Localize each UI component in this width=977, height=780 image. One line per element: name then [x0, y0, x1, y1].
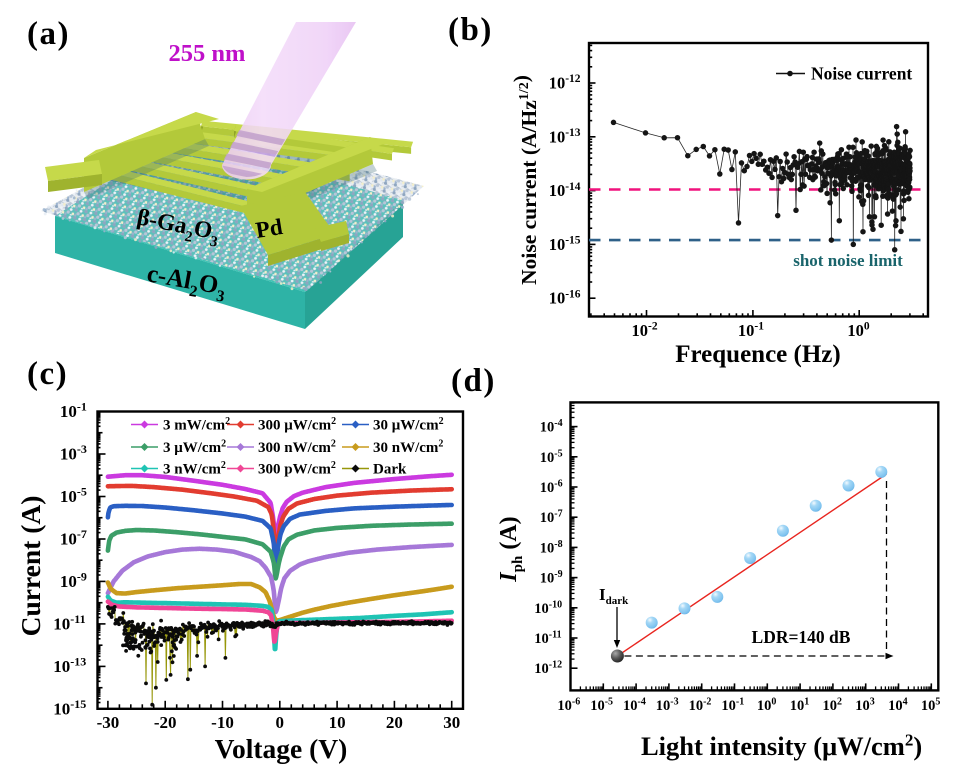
svg-text:(d): (d) — [451, 363, 496, 399]
svg-text:-20: -20 — [154, 713, 177, 732]
svg-text:30: 30 — [443, 713, 460, 732]
svg-text:300 pW/cm2: 300 pW/cm2 — [258, 460, 336, 478]
svg-text:(a): (a) — [27, 16, 70, 52]
svg-text:20: 20 — [386, 713, 403, 732]
svg-text:3 nW/cm2: 3 nW/cm2 — [163, 460, 226, 478]
svg-text:shot noise limit: shot noise limit — [793, 251, 903, 270]
svg-text:Light intensity (μW/cm2): Light intensity (μW/cm2) — [641, 731, 922, 762]
svg-text:300 nW/cm2: 300 nW/cm2 — [258, 439, 336, 457]
svg-text:Dark: Dark — [373, 462, 407, 478]
svg-text:(b): (b) — [448, 12, 493, 48]
svg-text:30 nW/cm2: 30 nW/cm2 — [373, 439, 443, 457]
svg-text:0: 0 — [276, 713, 285, 732]
svg-text:Noise current: Noise current — [811, 64, 912, 84]
svg-text:Frequence (Hz): Frequence (Hz) — [675, 341, 840, 368]
svg-text:3 μW/cm2: 3 μW/cm2 — [163, 439, 226, 457]
svg-text:10: 10 — [329, 713, 346, 732]
svg-text:(c): (c) — [27, 356, 68, 392]
svg-text:300 μW/cm2: 300 μW/cm2 — [258, 416, 336, 434]
svg-text:Voltage (V): Voltage (V) — [215, 733, 348, 764]
svg-text:3 mW/cm2: 3 mW/cm2 — [163, 416, 230, 434]
svg-text:-10: -10 — [211, 713, 234, 732]
svg-text:30 μW/cm2: 30 μW/cm2 — [373, 416, 444, 434]
svg-text:255 nm: 255 nm — [169, 40, 246, 67]
svg-text:-30: -30 — [97, 713, 120, 732]
svg-text:LDR=140 dB: LDR=140 dB — [752, 627, 851, 647]
svg-text:Pd: Pd — [254, 214, 285, 243]
svg-text:Iph (A): Iph (A) — [496, 516, 526, 582]
svg-text:Current (A): Current (A) — [15, 496, 46, 637]
